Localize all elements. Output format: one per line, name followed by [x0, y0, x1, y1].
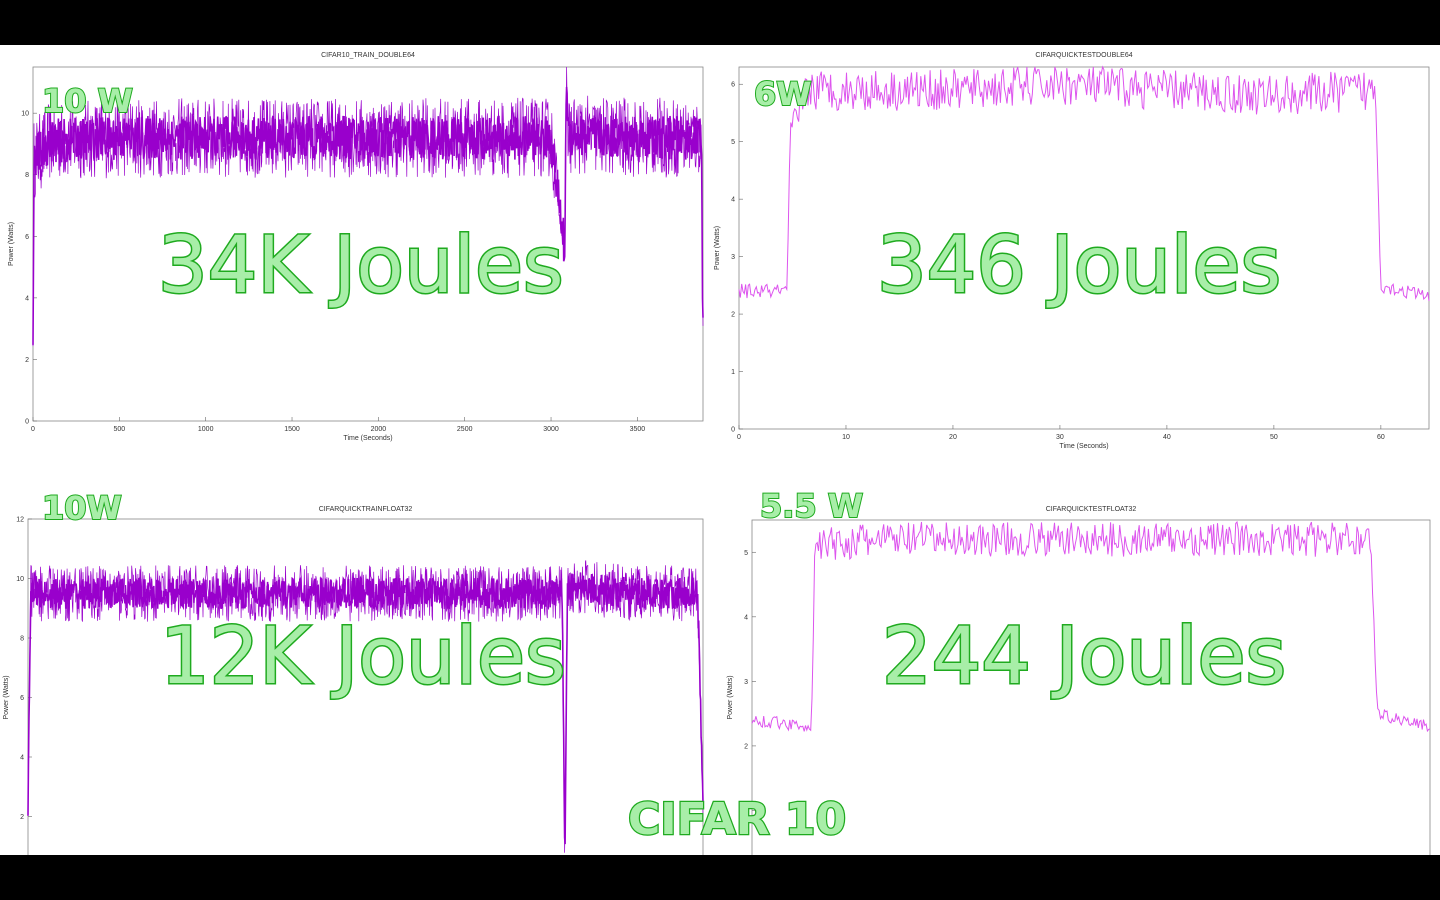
y-tick-label: 8	[25, 172, 29, 179]
x-tick-label: 60	[1377, 434, 1385, 441]
y-tick-label: 0	[25, 419, 29, 426]
x-tick-label: 50	[1270, 434, 1278, 441]
power-label-4: 5.5 W	[760, 490, 863, 522]
y-tick-label: 10	[16, 576, 24, 583]
chart-title: CIFARQUICKTESTFLOAT32	[1046, 506, 1137, 513]
chart-title: CIFARQUICKTESTDOUBLE64	[1035, 52, 1132, 59]
chart-title: CIFARQUICKTRAINFLOAT32	[319, 506, 413, 513]
y-tick-label: 1	[731, 369, 735, 376]
power-label-1: 10 W	[42, 85, 133, 117]
y-axis-label: Power (Watts)	[727, 675, 734, 719]
x-tick-label: 3000	[543, 426, 559, 433]
x-tick-label: 2500	[457, 426, 473, 433]
energy-label-3: 12K Joules	[160, 618, 566, 696]
y-tick-label: 4	[744, 614, 748, 621]
chart-title: CIFAR10_TRAIN_DOUBLE64	[321, 52, 415, 59]
x-tick-label: 3500	[630, 426, 646, 433]
y-tick-label: 6	[20, 695, 24, 702]
y-tick-label: 0	[731, 427, 735, 434]
y-tick-label: 2	[25, 357, 29, 364]
y-tick-label: 12	[16, 517, 24, 524]
y-tick-label: 3	[744, 679, 748, 686]
y-axis-label: Power (Watts)	[714, 226, 721, 270]
energy-label-4: 244 Joules	[882, 618, 1286, 696]
x-tick-label: 20	[949, 434, 957, 441]
energy-label-2: 346 Joules	[877, 227, 1281, 305]
x-tick-label: 40	[1163, 434, 1171, 441]
y-tick-label: 5	[731, 139, 735, 146]
chart-panel-2: CIFARQUICKTESTDOUBLE64 0 10 20 30 40 50 60 0 1 2 3 4…	[715, 45, 1440, 455]
y-tick-label: 4	[731, 197, 735, 204]
y-axis-label: Power (Watts)	[8, 222, 15, 266]
y-tick-label: 8	[20, 636, 24, 643]
y-tick-label: 2	[744, 743, 748, 750]
x-tick-label: 1000	[198, 426, 214, 433]
y-tick-label: 5	[744, 550, 748, 557]
x-tick-label: 0	[737, 434, 741, 441]
footer-caption: CIFAR 10	[628, 798, 846, 842]
chart-canvas: CIFAR10_TRAIN_DOUBLE64 0 500 1000 1500 2000 25…	[0, 45, 1440, 855]
y-tick-label: 10	[21, 111, 29, 118]
y-tick-label: 2	[731, 312, 735, 319]
y-tick-label: 6	[731, 82, 735, 89]
y-tick-label: 4	[20, 755, 24, 762]
power-label-2: 6W	[754, 78, 812, 110]
y-tick-label: 4	[25, 295, 29, 302]
x-axis-label: Time (Seconds)	[343, 435, 392, 442]
x-axis-label: Time (Seconds)	[1059, 443, 1108, 450]
x-tick-label: 500	[113, 426, 125, 433]
x-tick-label: 1500	[284, 426, 300, 433]
x-tick-label: 0	[31, 426, 35, 433]
y-tick-label: 3	[731, 254, 735, 261]
power-label-3: 10W	[42, 492, 122, 524]
y-tick-label: 2	[20, 814, 24, 821]
x-tick-label: 30	[1056, 434, 1064, 441]
y-tick-label: 6	[25, 234, 29, 241]
chart-panel-1: CIFAR10_TRAIN_DOUBLE64 0 500 1000 1500 2000 25…	[0, 45, 715, 445]
energy-label-1: 34K Joules	[158, 227, 564, 305]
x-tick-label: 10	[842, 434, 850, 441]
y-axis-label: Power (Watts)	[3, 675, 10, 719]
chart-panel-3: CIFARQUICKTRAINFLOAT32 0 200 400 600 800 1000 0…	[0, 455, 715, 855]
x-tick-label: 2000	[371, 426, 387, 433]
